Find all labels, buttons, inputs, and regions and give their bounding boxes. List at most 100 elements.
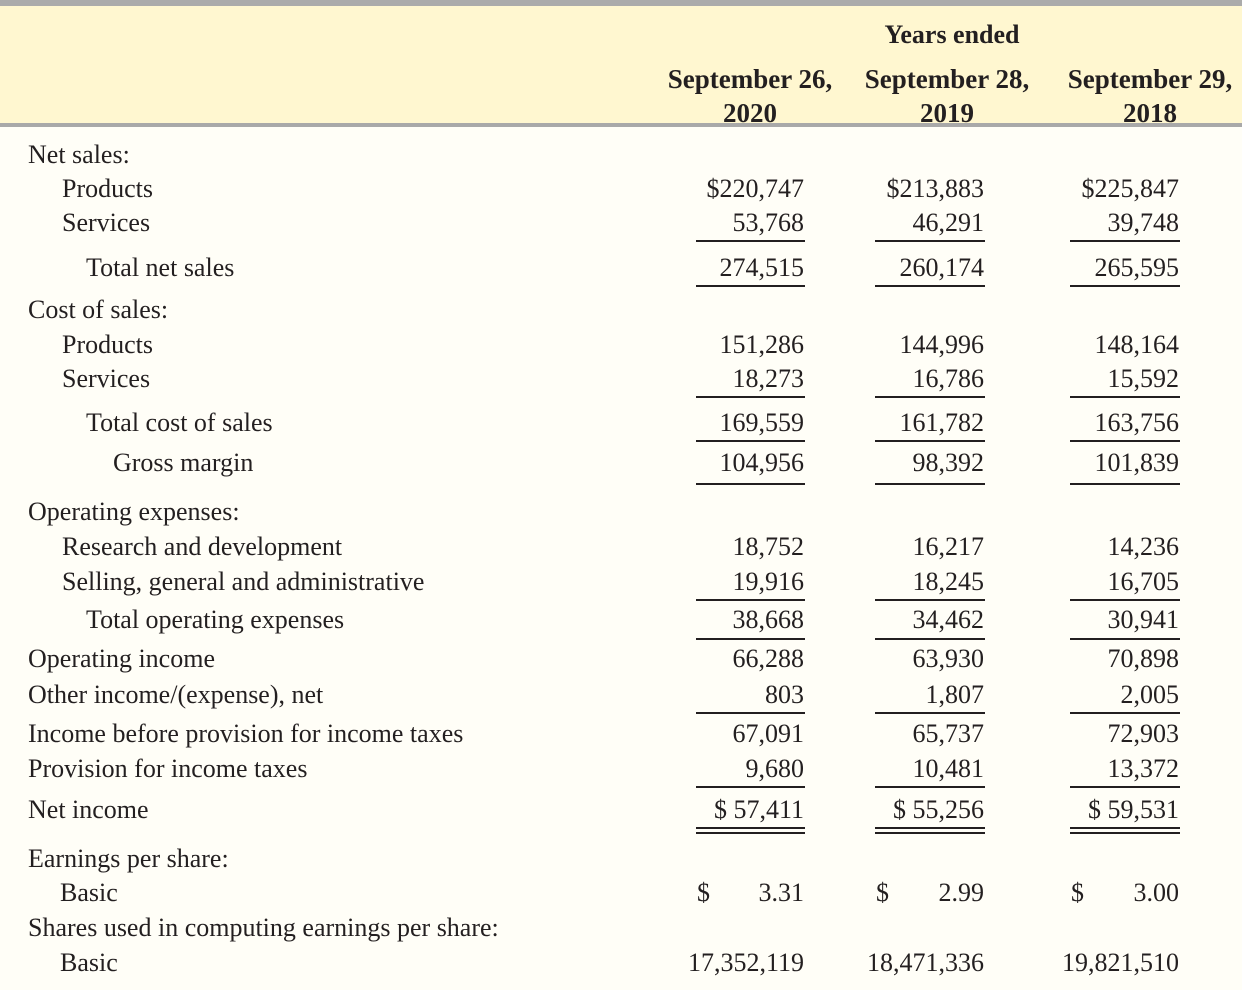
cell-value: 2,005 — [1120, 680, 1180, 709]
table-header: Years ended September 26, 2020 September… — [0, 6, 1242, 128]
total-rule — [1070, 285, 1180, 287]
column-header-2020: September 26, 2020 — [660, 62, 840, 130]
subtotal-rule — [696, 599, 805, 601]
cell-value: 66,288 — [732, 644, 805, 673]
total-rule — [696, 285, 805, 287]
cell-value: 3.00 — [1133, 878, 1180, 907]
section-earnings-per-share: Earnings per share: — [28, 844, 229, 873]
row-label-services: Services — [62, 364, 151, 393]
row-label-other-income: Other income/(expense), net — [28, 680, 324, 709]
cell-value: 260,174 — [899, 253, 985, 282]
cell-value: 15,592 — [1107, 364, 1180, 393]
cell-value: 46,291 — [912, 208, 985, 237]
cell-value: 65,737 — [912, 719, 985, 748]
total-rule — [696, 483, 805, 485]
cell-value: $213,883 — [886, 174, 985, 203]
section-shares-used: Shares used in computing earnings per sh… — [28, 913, 499, 942]
cell-value: 72,903 — [1107, 719, 1180, 748]
total-rule — [875, 483, 985, 485]
currency-symbol: $ — [1071, 878, 1084, 907]
cell-value: 30,941 — [1107, 605, 1180, 634]
cell-value: 98,392 — [912, 448, 985, 477]
subtotal-rule — [1070, 786, 1180, 788]
column-header-2019: September 28, 2019 — [857, 62, 1037, 130]
cell-value: 39,748 — [1107, 208, 1180, 237]
double-rule — [1070, 832, 1180, 834]
subtotal-rule — [1070, 712, 1180, 714]
cell-value: 16,217 — [912, 532, 985, 561]
cell-value: 19,916 — [732, 567, 805, 596]
subtotal-rule — [696, 440, 805, 442]
cell-value: 803 — [765, 680, 804, 709]
cell-value: 169,559 — [719, 408, 805, 437]
subtotal-rule — [875, 240, 985, 242]
section-net-sales: Net sales: — [28, 140, 130, 169]
row-label-services: Services — [62, 208, 151, 237]
cell-value: $ 57,411 — [713, 795, 804, 824]
row-label-net-income: Net income — [28, 795, 149, 824]
column-header-date: September 29, — [1067, 64, 1233, 94]
cell-value: 18,245 — [912, 567, 985, 596]
cell-value: 14,236 — [1107, 532, 1180, 561]
subtotal-rule — [696, 396, 805, 398]
row-label-operating-income: Operating income — [28, 644, 215, 673]
cell-value: 163,756 — [1094, 408, 1180, 437]
subtotal-rule — [875, 440, 985, 442]
subtotal-rule — [875, 396, 985, 398]
subtotal-rule — [696, 786, 805, 788]
cell-value: 53,768 — [732, 208, 805, 237]
cell-value: 17,352,119 — [687, 948, 804, 977]
row-label-products: Products — [62, 330, 153, 359]
double-rule — [875, 832, 985, 834]
cell-value: 148,164 — [1094, 330, 1180, 359]
double-rule — [875, 827, 985, 829]
cell-value: 19,821,510 — [1062, 948, 1179, 977]
cell-value: 144,996 — [899, 330, 985, 359]
total-rule — [875, 285, 985, 287]
row-label-basic: Basic — [60, 948, 118, 977]
subtotal-rule — [696, 638, 805, 640]
subtotal-rule — [875, 599, 985, 601]
cell-value: 9,680 — [745, 754, 805, 783]
top-border — [0, 0, 1242, 6]
header-divider — [0, 123, 1242, 127]
total-rule — [1070, 483, 1180, 485]
subtotal-rule — [875, 786, 985, 788]
cell-value: 1,807 — [925, 680, 985, 709]
cell-value: 101,839 — [1094, 448, 1180, 477]
row-label-provision-for-income-taxes: Provision for income taxes — [28, 754, 308, 783]
row-label-total-net-sales: Total net sales — [86, 253, 235, 282]
cell-value: 10,481 — [912, 754, 985, 783]
cell-value: $ 55,256 — [893, 795, 984, 824]
double-rule — [696, 832, 805, 834]
cell-value: 18,471,336 — [867, 948, 984, 977]
cell-value: 13,372 — [1107, 754, 1180, 783]
currency-symbol: $ — [876, 878, 889, 907]
row-label-total-operating-expenses: Total operating expenses — [86, 605, 345, 634]
subtotal-rule — [1070, 599, 1180, 601]
row-label-income-before-tax: Income before provision for income taxes — [28, 719, 464, 748]
section-operating-expenses: Operating expenses: — [28, 497, 240, 526]
subtotal-rule — [875, 712, 985, 714]
row-label-gross-margin: Gross margin — [113, 448, 254, 477]
column-header-date: September 26, — [667, 64, 833, 94]
cell-value: $ 59,531 — [1088, 795, 1179, 824]
cell-value: 34,462 — [912, 605, 985, 634]
cell-value: 16,705 — [1107, 567, 1180, 596]
subtotal-rule — [696, 712, 805, 714]
row-label-sga: Selling, general and administrative — [62, 567, 425, 596]
column-header-date: September 28, — [864, 64, 1030, 94]
subtotal-rule — [1070, 638, 1180, 640]
double-rule — [1070, 827, 1180, 829]
cell-value: 265,595 — [1094, 253, 1180, 282]
cell-value: 104,956 — [719, 448, 805, 477]
subtotal-rule — [1070, 396, 1180, 398]
cell-value: 18,752 — [732, 532, 805, 561]
subtotal-rule — [875, 638, 985, 640]
cell-value: 18,273 — [732, 364, 805, 393]
cell-value: 161,782 — [899, 408, 985, 437]
subtotal-rule — [1070, 440, 1180, 442]
row-label-basic: Basic — [60, 878, 118, 907]
section-cost-of-sales: Cost of sales: — [28, 295, 169, 324]
cell-value: 70,898 — [1107, 644, 1180, 673]
